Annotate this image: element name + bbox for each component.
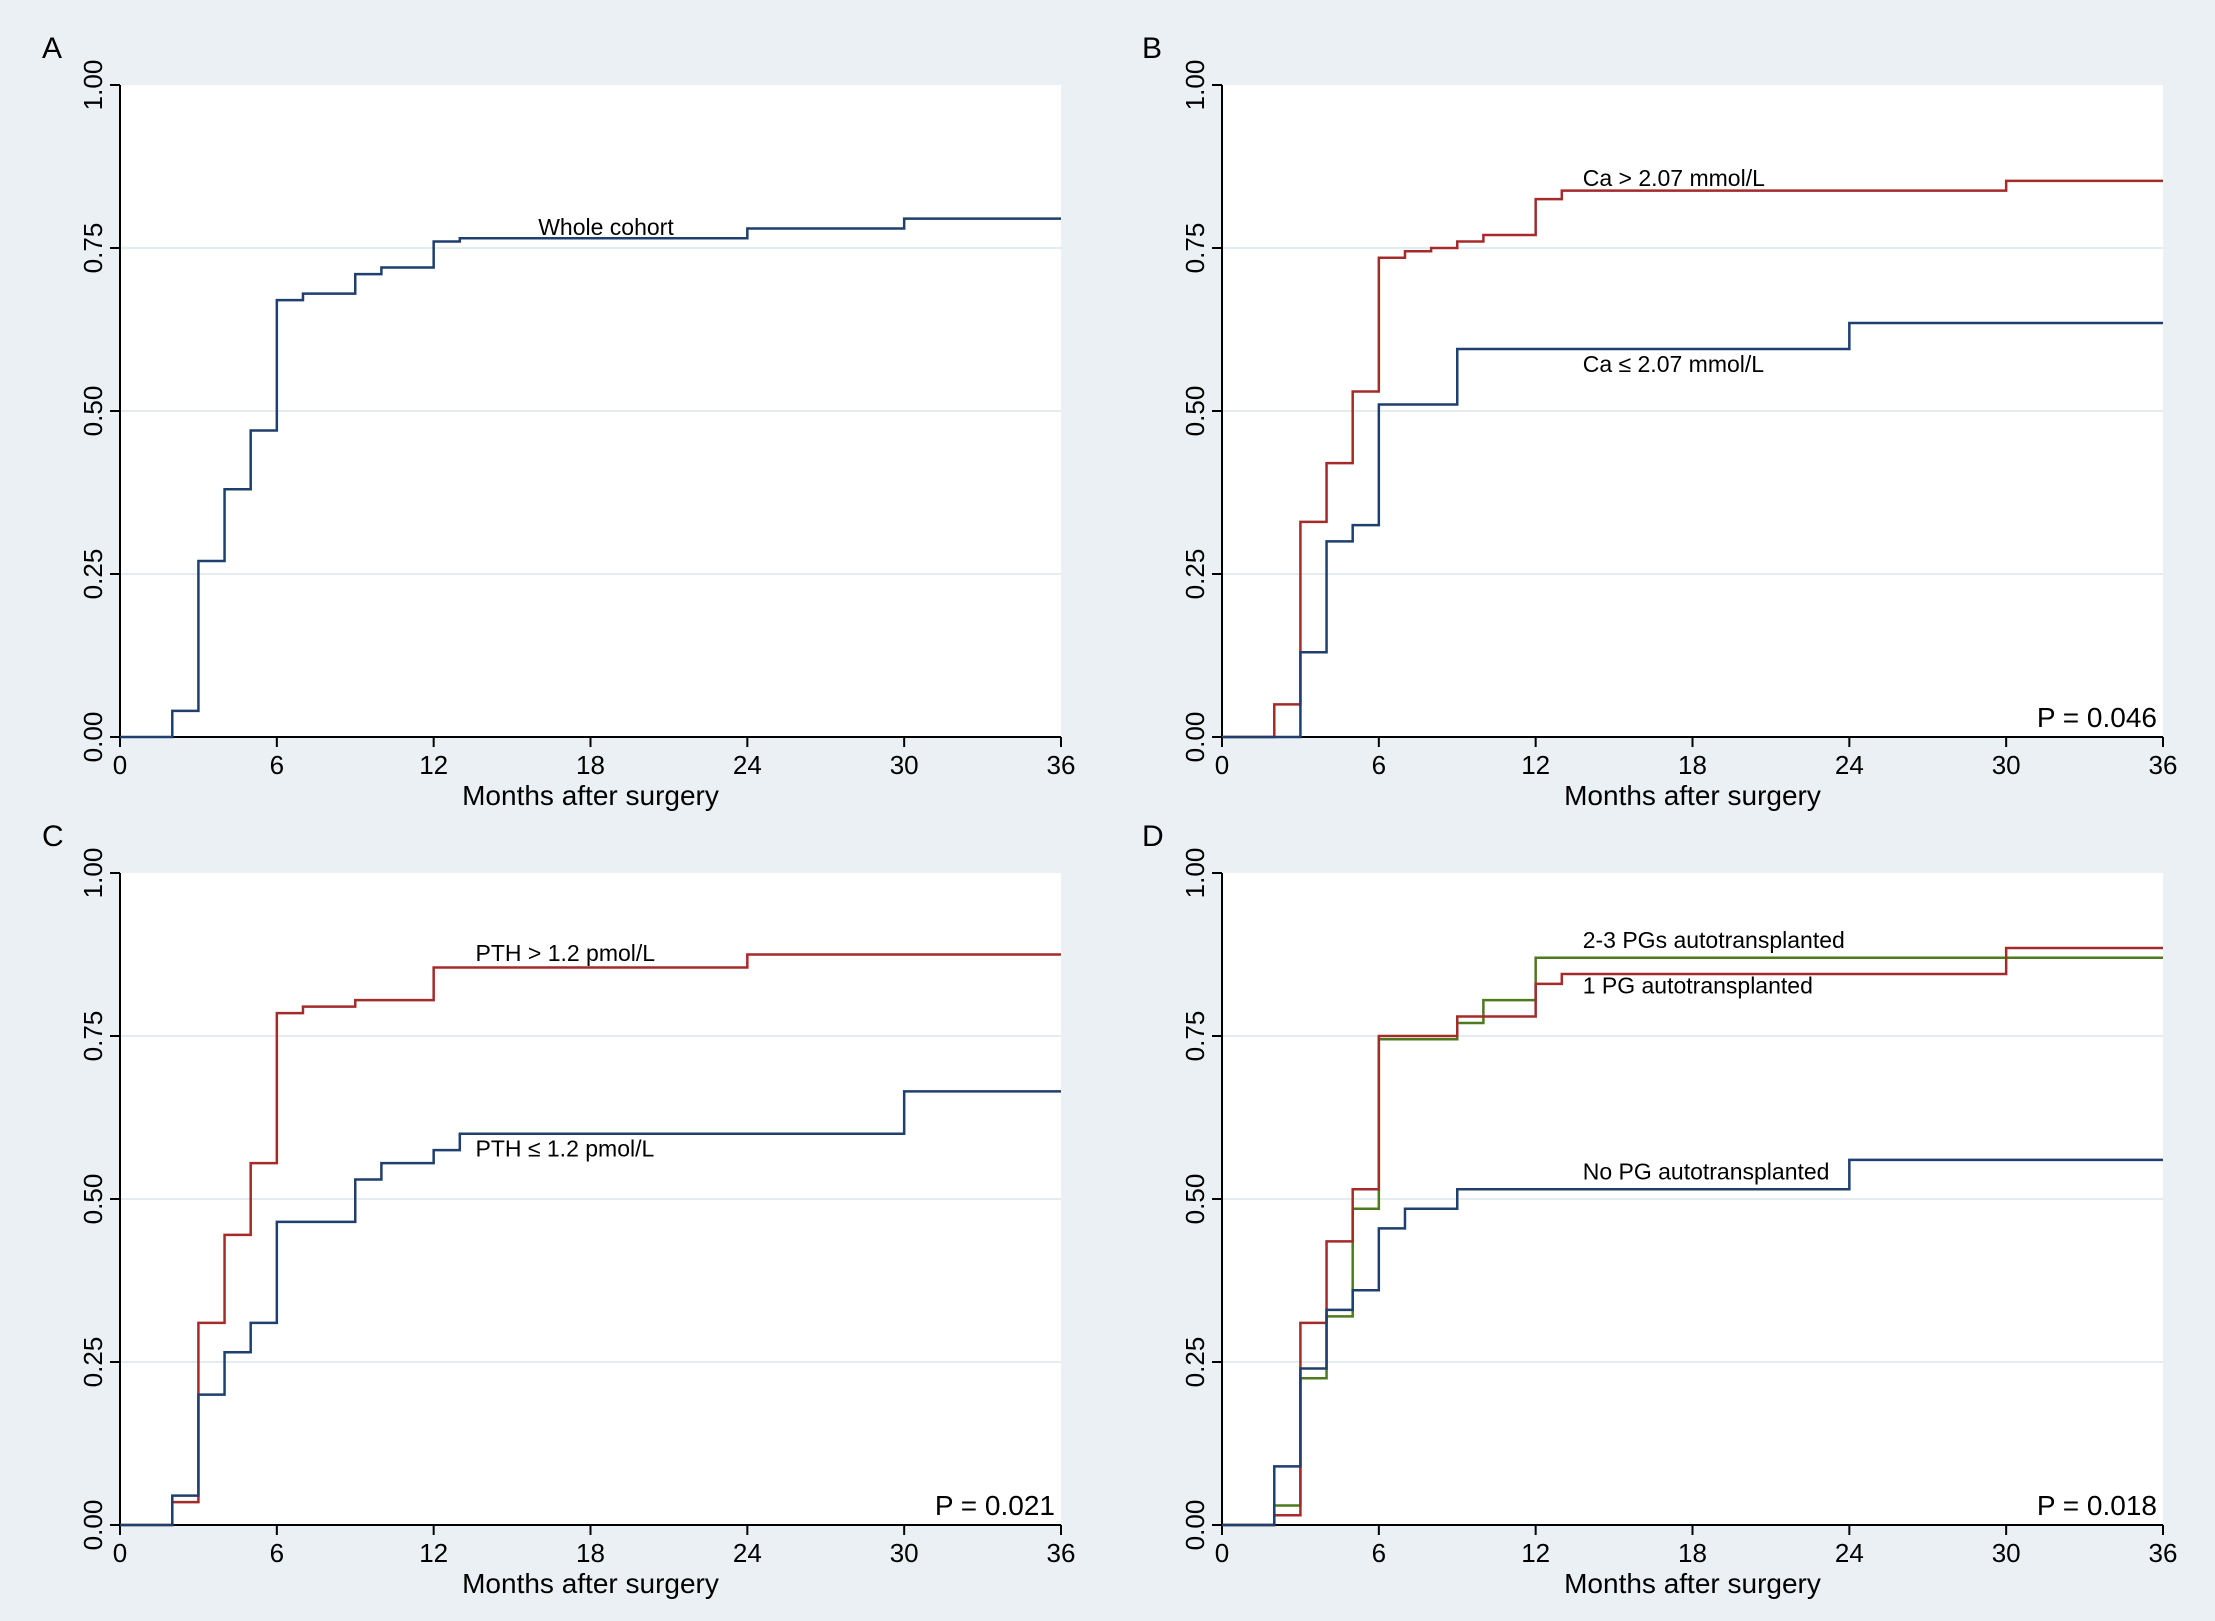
- x-tick-label: 12: [419, 750, 448, 780]
- y-tick-label: 0.50: [78, 386, 108, 437]
- y-tick-label: 0.00: [1180, 1500, 1210, 1551]
- x-tick-label: 30: [890, 1538, 919, 1568]
- p-value: P = 0.018: [2037, 1490, 2157, 1521]
- x-axis-title: Months after surgery: [1564, 1568, 1821, 1599]
- y-tick-label: 1.00: [1180, 848, 1210, 899]
- panel-b: B 0.00 0.25 0.50 0.75 1.00 0 6 12 18 24 30 36 Months …: [1142, 32, 2177, 811]
- x-tick-label: 30: [890, 750, 919, 780]
- km-curve-2: [1222, 946, 2163, 1527]
- panel-letter: D: [1142, 820, 1164, 853]
- series-label: Whole cohort: [538, 214, 674, 240]
- y-tick-label: 1.00: [78, 60, 108, 111]
- km-curve-2: [120, 1090, 1061, 1527]
- p-value: P = 0.046: [2037, 702, 2157, 733]
- panel-letter: C: [42, 820, 64, 853]
- x-tick-label: 24: [733, 1538, 762, 1568]
- km-curve-1: [1222, 956, 2163, 1527]
- x-tick-label: 12: [1521, 1538, 1550, 1568]
- y-tick-label: 0.50: [78, 1174, 108, 1225]
- x-tick-label: 0: [113, 750, 127, 780]
- x-tick-label: 18: [576, 750, 605, 780]
- y-tick-label: 0.75: [78, 1011, 108, 1062]
- series-label: No PG autotransplanted: [1583, 1158, 1830, 1184]
- x-tick-label: 6: [270, 750, 284, 780]
- series-label: Ca ≤ 2.07 mmol/L: [1583, 351, 1765, 377]
- x-tick-label: 24: [1835, 750, 1864, 780]
- x-tick-label: 30: [1992, 1538, 2021, 1568]
- x-tick-label: 36: [2149, 1538, 2178, 1568]
- x-tick-label: 0: [113, 1538, 127, 1568]
- y-tick-label: 1.00: [1180, 60, 1210, 111]
- x-tick-label: 12: [419, 1538, 448, 1568]
- series-label: PTH > 1.2 pmol/L: [475, 940, 655, 966]
- x-tick-label: 18: [576, 1538, 605, 1568]
- y-tick-label: 0.00: [78, 1500, 108, 1551]
- p-value: P = 0.021: [935, 1490, 1055, 1521]
- y-tick-label: 0.75: [78, 223, 108, 274]
- y-tick-label: 0.00: [78, 712, 108, 763]
- x-tick-label: 18: [1678, 750, 1707, 780]
- panel-letter: A: [42, 32, 62, 65]
- series-label: Ca > 2.07 mmol/L: [1583, 165, 1765, 191]
- x-tick-label: 24: [733, 750, 762, 780]
- y-tick-label: 0.25: [78, 1337, 108, 1388]
- y-tick-label: 0.75: [1180, 223, 1210, 274]
- x-tick-label: 6: [1372, 750, 1386, 780]
- x-axis-title: Months after surgery: [462, 1568, 719, 1599]
- panel-letter: B: [1142, 32, 1162, 65]
- x-tick-label: 6: [270, 1538, 284, 1568]
- x-axis-title: Months after surgery: [462, 780, 719, 811]
- y-tick-label: 0.50: [1180, 1174, 1210, 1225]
- y-tick-label: 1.00: [78, 848, 108, 899]
- series-label: PTH ≤ 1.2 pmol/L: [475, 1136, 654, 1162]
- y-tick-label: 0.75: [1180, 1011, 1210, 1062]
- x-tick-label: 36: [2149, 750, 2178, 780]
- panel-d: D 0.00 0.25 0.50 0.75 1.00 0 6 12 18 24 30 36 Months …: [1142, 820, 2177, 1599]
- x-axis-title: Months after surgery: [1564, 780, 1821, 811]
- panel-a: A 0.00 0.25 0.50 0.75 1.00 0 6 12 18 24 30 36 Months …: [42, 32, 1075, 811]
- km-curve-1: [120, 217, 1061, 739]
- y-tick-label: 0.25: [1180, 549, 1210, 600]
- y-tick-label: 0.25: [1180, 1337, 1210, 1388]
- x-tick-label: 36: [1047, 1538, 1076, 1568]
- km-curve-3: [1222, 1158, 2163, 1527]
- x-tick-label: 18: [1678, 1538, 1707, 1568]
- y-tick-label: 0.50: [1180, 386, 1210, 437]
- x-tick-label: 6: [1372, 1538, 1386, 1568]
- x-tick-label: 24: [1835, 1538, 1864, 1568]
- x-tick-label: 30: [1992, 750, 2021, 780]
- series-label: 2-3 PGs autotransplanted: [1583, 927, 1845, 953]
- series-label: 1 PG autotransplanted: [1583, 973, 1813, 999]
- panel-c: C 0.00 0.25 0.50 0.75 1.00 0 6 12 18 24 30 36 Months …: [42, 820, 1075, 1599]
- x-tick-label: 12: [1521, 750, 1550, 780]
- km-curve-1: [1222, 179, 2163, 739]
- y-tick-label: 0.00: [1180, 712, 1210, 763]
- x-tick-label: 0: [1215, 750, 1229, 780]
- km-curve-2: [1222, 321, 2163, 739]
- x-tick-label: 0: [1215, 1538, 1229, 1568]
- x-tick-label: 36: [1047, 750, 1076, 780]
- y-tick-label: 0.25: [78, 549, 108, 600]
